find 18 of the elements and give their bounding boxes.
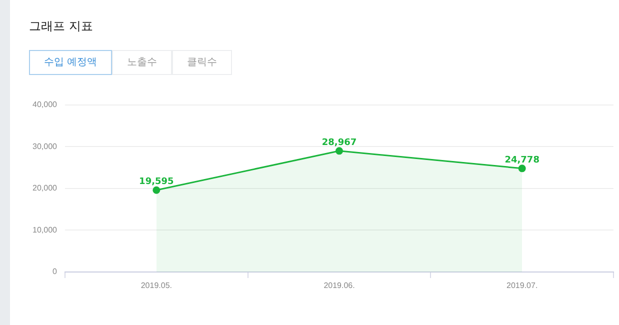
chart-title: 그래프 지표 xyxy=(29,18,93,35)
y-tick-label: 20,000 xyxy=(32,184,58,193)
text: 클릭수 xyxy=(172,50,232,75)
point xyxy=(152,186,160,194)
data-label: 24,778 xyxy=(504,155,540,166)
x-tick-label: 2019.05. xyxy=(140,281,172,290)
x-tick-label: 2019.07. xyxy=(506,281,538,290)
point xyxy=(336,147,343,155)
point xyxy=(518,164,526,172)
data-label: 28,967 xyxy=(322,138,357,148)
y-tick-label: 40,000 xyxy=(32,100,58,110)
x-tick-label: 2019.06. xyxy=(324,281,355,290)
y-tick-label: 10,000 xyxy=(32,225,58,234)
y-tick-label: 30,000 xyxy=(32,142,58,151)
y-tick-label: 0 xyxy=(52,267,58,276)
text: 노출수 xyxy=(112,50,172,75)
data-label: 19,595 xyxy=(139,176,174,187)
text: 수입 예정액 xyxy=(29,50,112,75)
